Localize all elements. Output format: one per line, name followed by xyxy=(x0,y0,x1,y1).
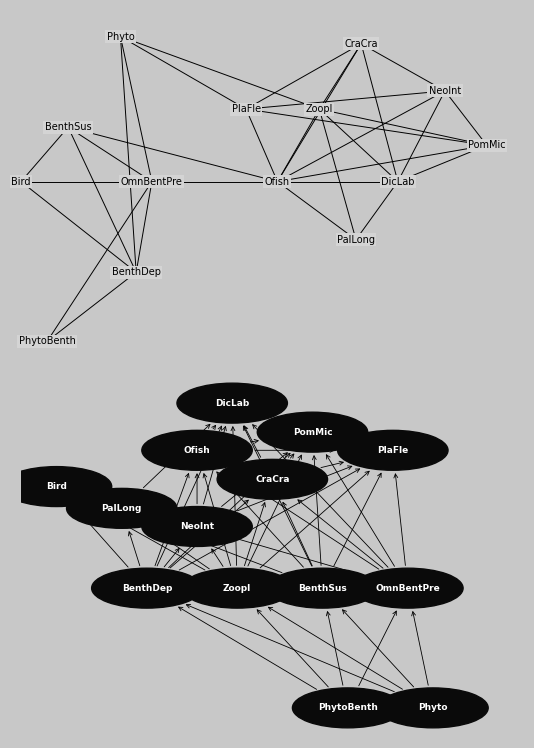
Text: DicLab: DicLab xyxy=(215,399,249,408)
Ellipse shape xyxy=(67,488,177,528)
Text: Phyto: Phyto xyxy=(107,31,135,41)
Text: Phyto: Phyto xyxy=(418,703,447,712)
Text: BenthDep: BenthDep xyxy=(112,267,161,278)
Ellipse shape xyxy=(257,412,368,452)
Ellipse shape xyxy=(92,568,202,608)
Text: PomMic: PomMic xyxy=(468,141,506,150)
Ellipse shape xyxy=(337,430,448,470)
Text: OmnBentPre: OmnBentPre xyxy=(121,177,183,186)
Text: OmnBentPre: OmnBentPre xyxy=(375,583,440,592)
Ellipse shape xyxy=(142,506,252,547)
Text: PomMic: PomMic xyxy=(293,428,332,437)
Ellipse shape xyxy=(1,467,112,506)
Text: CraCra: CraCra xyxy=(344,39,378,49)
Ellipse shape xyxy=(378,688,488,728)
Ellipse shape xyxy=(352,568,463,608)
Text: BenthDep: BenthDep xyxy=(122,583,172,592)
Ellipse shape xyxy=(182,568,293,608)
Ellipse shape xyxy=(293,688,403,728)
Text: Ofish: Ofish xyxy=(265,177,290,186)
Ellipse shape xyxy=(268,568,378,608)
Text: NeoInt: NeoInt xyxy=(180,522,214,531)
Text: BenthSus: BenthSus xyxy=(298,583,347,592)
Text: PhytoBenth: PhytoBenth xyxy=(19,337,76,346)
Text: Zoopl: Zoopl xyxy=(223,583,252,592)
Text: Ofish: Ofish xyxy=(184,446,210,455)
Text: Bird: Bird xyxy=(46,482,67,491)
Text: BenthSus: BenthSus xyxy=(45,122,91,132)
Ellipse shape xyxy=(142,430,252,470)
Text: Zoopl: Zoopl xyxy=(305,104,333,114)
Text: DicLab: DicLab xyxy=(381,177,414,186)
Text: NeoInt: NeoInt xyxy=(429,86,461,96)
Text: PalLong: PalLong xyxy=(337,235,375,245)
Text: Bird: Bird xyxy=(11,177,31,186)
Text: PlaFle: PlaFle xyxy=(232,104,261,114)
Text: PhytoBenth: PhytoBenth xyxy=(318,703,378,712)
Text: CraCra: CraCra xyxy=(255,475,289,484)
Text: PlaFle: PlaFle xyxy=(377,446,409,455)
Ellipse shape xyxy=(177,383,287,423)
Ellipse shape xyxy=(217,459,327,499)
Text: PalLong: PalLong xyxy=(101,504,142,513)
